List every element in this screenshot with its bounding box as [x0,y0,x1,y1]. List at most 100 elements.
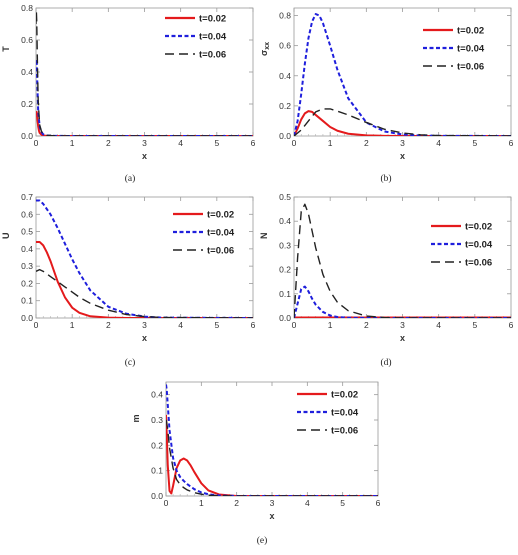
x-tick-label: 6 [251,138,256,148]
x-tick-label: 3 [400,138,405,148]
x-axis-label: x [142,333,147,343]
legend-label: t=0.06 [457,62,484,73]
x-tick-label: 2 [364,138,369,148]
y-tick-label: 0.4 [279,216,291,226]
y-tick-label: 0.0 [279,131,291,141]
x-tick-label: 6 [509,138,514,148]
y-axis-label: T [1,46,11,52]
x-tick-label: 4 [178,320,183,330]
x-tick-label: 1 [70,138,75,148]
chart-panel-b: 0 1 2 3 4 5 60.00.20.40.60.8xσxxt=0.02t=0.04t=… [259,7,514,184]
y-tick-label: 0.8 [21,3,33,13]
legend-label: t=0.02 [199,14,226,25]
legend-label: t=0.04 [331,408,359,419]
legend: t=0.02 t=0.04 t=0.06 [173,210,235,257]
x-tick-label: 4 [436,138,441,148]
x-tick-label: 0 [292,138,297,148]
y-tick-label: 0.1 [21,296,33,306]
x-tick-label: 0 [34,320,39,330]
y-tick-label: 0.5 [21,227,33,237]
series-line-t=0.02 [36,240,253,318]
y-tick-label: 0.6 [279,41,291,51]
y-axis-label: U [1,232,11,239]
x-tick-label: 5 [472,138,477,148]
y-tick-label: 0.0 [21,313,33,323]
x-tick-label: 2 [106,138,111,148]
x-tick-label: 5 [214,320,219,330]
x-tick-label: 6 [251,320,256,330]
y-tick-label: 0.4 [279,71,291,81]
series-line-t=0.02 [294,110,511,136]
series-line-t=0.06 [166,419,378,496]
series-line-t=0.04 [294,13,511,136]
panel-caption: (e) [257,535,268,546]
x-tick-label: 5 [340,498,345,508]
y-tick-label: 0.1 [151,466,163,476]
legend-label: t=0.02 [207,210,234,221]
y-tick-label: 0.1 [279,289,291,299]
legend-label: t=0.06 [465,258,492,269]
y-tick-label: 0.7 [21,192,33,202]
x-tick-label: 0 [164,498,169,508]
x-tick-label: 1 [328,320,333,330]
y-tick-label: 0.6 [21,35,33,45]
legend-label: t=0.04 [199,32,227,43]
y-tick-label: 0.0 [21,131,33,141]
x-tick-label: 0 [292,320,297,330]
series-line-t=0.04 [294,285,511,318]
x-tick-label: 1 [70,320,75,330]
x-tick-label: 2 [364,320,369,330]
legend: t=0.02 t=0.04 t=0.06 [297,390,359,437]
y-tick-label: 0.3 [21,261,33,271]
x-tick-label: 0 [34,138,39,148]
chart-panel-d: 0 1 2 3 4 5 60.00.10.20.30.40.5xNt=0.02t=0.04t… [259,192,514,368]
y-tick-label: 0.4 [21,67,33,77]
x-tick-label: 2 [234,498,239,508]
y-tick-label: 0.0 [279,313,291,323]
y-tick-label: 0.2 [279,265,291,275]
series-line-t=0.06 [36,10,253,136]
y-tick-label: 0.2 [279,101,291,111]
x-tick-label: 1 [328,138,333,148]
x-tick-label: 3 [270,498,275,508]
y-tick-label: 0.2 [21,99,33,109]
x-tick-label: 4 [178,138,183,148]
chart-panel-c: 0 1 2 3 4 5 60.00.10.20.30.40.50.60.7xUt=0.02t… [1,192,256,368]
y-tick-label: 0.5 [279,192,291,202]
series-line-t=0.02 [36,111,253,136]
x-tick-label: 6 [509,320,514,330]
legend-label: t=0.02 [465,222,492,233]
y-tick-label: 0.2 [151,440,163,450]
series-line-t=0.02 [166,414,378,496]
x-axis-label: x [400,151,405,161]
y-tick-label: 0.0 [151,491,163,501]
x-tick-label: 3 [142,138,147,148]
x-tick-label: 2 [106,320,111,330]
x-axis-label: x [142,151,147,161]
legend-label: t=0.06 [199,50,226,61]
panel-caption: (a) [125,173,136,184]
panel-caption: (c) [125,357,136,368]
legend-label: t=0.04 [457,44,485,55]
y-tick-label: 0.4 [21,244,33,254]
x-tick-label: 6 [376,498,381,508]
x-axis-label: x [269,511,274,521]
series-line-t=0.06 [294,108,511,136]
legend-label: t=0.02 [457,26,484,37]
legend-label: t=0.06 [331,426,358,437]
series-line-t=0.06 [36,268,253,318]
chart-panel-e: 0 1 2 3 4 5 60.00.10.20.30.4xmt=0.02t=0.04t=0.… [131,381,381,546]
legend-label: t=0.06 [207,246,234,257]
x-tick-label: 4 [436,320,441,330]
x-tick-label: 3 [142,320,147,330]
panel-caption: (b) [380,173,391,184]
y-tick-label: 0.3 [279,240,291,250]
y-tick-label: 0.2 [21,278,33,288]
y-tick-label: 0.4 [151,390,163,400]
x-axis-label: x [400,333,405,343]
y-tick-label: 0.3 [151,415,163,425]
series-line-t=0.04 [36,58,253,136]
series-line-t=0.04 [166,384,378,496]
y-tick-label: 0.6 [21,209,33,219]
